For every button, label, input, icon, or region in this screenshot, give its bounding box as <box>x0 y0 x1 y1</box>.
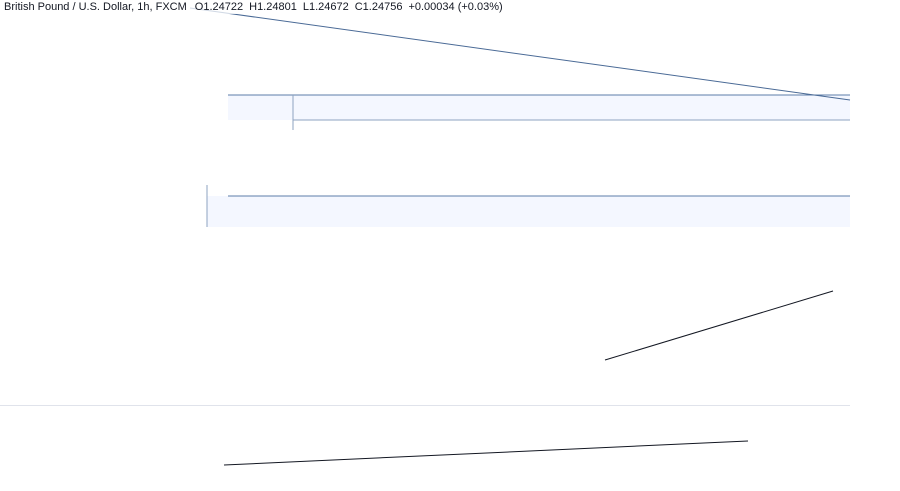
legend-value: C1.24756 <box>355 1 403 13</box>
legend-value: L1.24672 <box>303 1 349 13</box>
chart-title: British Pound / U.S. Dollar, 1h, FXCM <box>4 1 187 13</box>
zone <box>228 95 850 120</box>
header-bg <box>0 0 470 14</box>
legend-value: O1.24722 <box>195 1 243 13</box>
legend-value: H1.24801 <box>249 1 297 13</box>
trend-line <box>189 7 851 101</box>
legend-value: +0.00034 (+0.03%) <box>408 1 502 13</box>
zone <box>207 196 850 227</box>
drawings <box>0 7 851 466</box>
trend-line <box>223 440 749 466</box>
trend-line <box>604 290 834 361</box>
